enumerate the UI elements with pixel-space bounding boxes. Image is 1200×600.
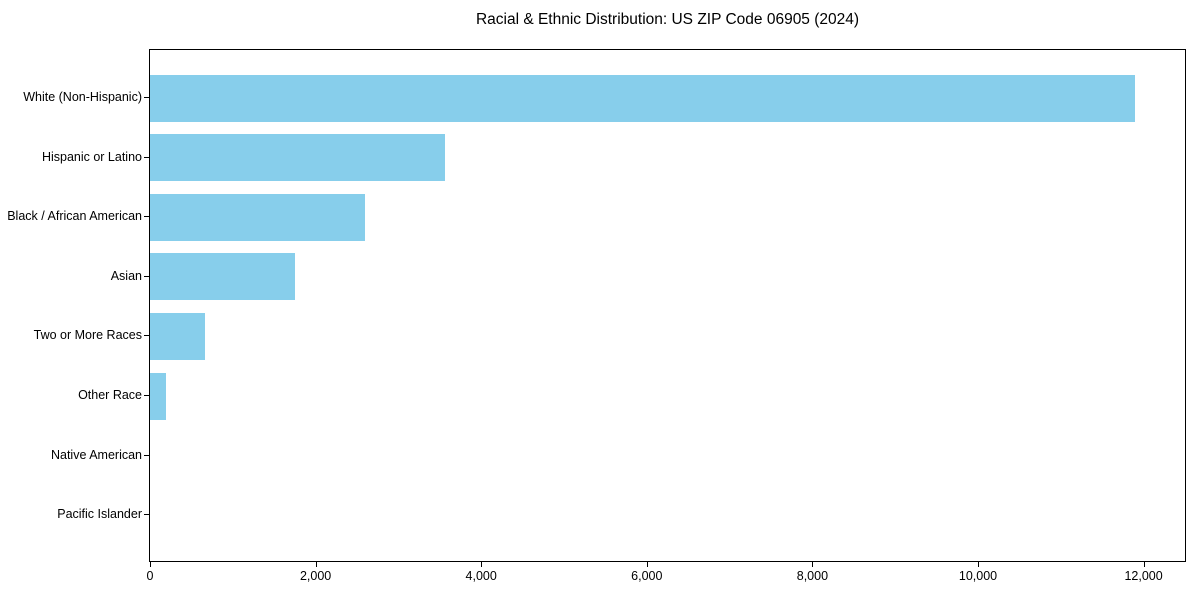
bar-other-race [150,372,166,420]
chart-title: Racial & Ethnic Distribution: US ZIP Cod… [475,11,860,28]
bar-asian [150,253,295,301]
x-tick-label-6-000: 6,000 [631,569,663,583]
y-tick-label-pacific-islander: Pacific Islander [57,507,142,522]
x-tick-mark [150,562,151,567]
y-tick-mark [144,514,149,516]
x-tick-label-10-000: 10,000 [958,569,998,583]
plot-area [149,49,1186,562]
y-tick-label-asian: Asian [110,268,142,283]
x-tick-label-4-000: 4,000 [465,569,497,583]
x-tick-mark [646,562,648,567]
bar-two-or-more-races [150,312,205,360]
bar-black-african-american [150,193,366,241]
bar-hispanic-or-latino [150,134,445,182]
y-tick-mark [144,156,149,158]
x-tick-label-0: 0 [146,569,154,583]
y-tick-label-hispanic-or-latino: Hispanic or Latino [41,149,142,164]
y-tick-label-two-or-more-races: Two or More Races [33,328,142,343]
y-tick-mark [144,97,149,98]
x-tick-label-8-000: 8,000 [796,569,829,583]
y-tick-label-black-african-american: Black / African American [7,209,142,224]
x-tick-mark [1143,562,1145,567]
y-tick-label-white-non-hispanic: White (Non-Hispanic) [23,90,142,104]
y-tick-mark [144,216,149,218]
x-tick-mark [481,562,483,567]
y-tick-label-other-race: Other Race [78,388,142,402]
x-tick-mark [315,562,317,567]
y-tick-label-native-american: Native American [50,447,142,462]
x-tick-mark [812,562,814,567]
y-tick-mark [144,275,149,277]
x-tick-label-2-000: 2,000 [299,569,332,583]
bar-white-non-hispanic [150,74,1136,122]
y-tick-mark [144,454,149,456]
x-tick-label-12-000: 12,000 [1124,569,1163,583]
x-tick-mark [978,562,979,567]
y-tick-mark [144,335,149,337]
y-tick-mark [144,395,149,396]
